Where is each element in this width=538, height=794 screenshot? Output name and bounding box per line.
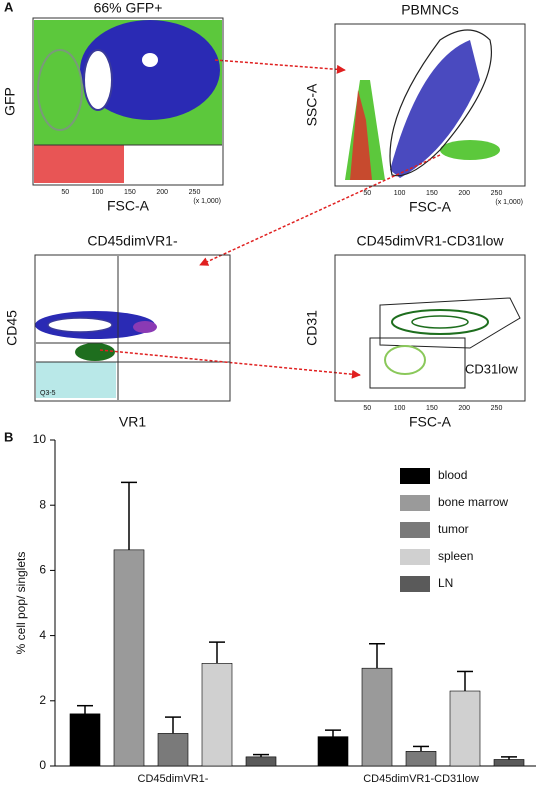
- panel-label: A: [4, 0, 14, 14]
- flow-plot-frame: [334, 254, 526, 402]
- flow-plot-2-cells: [345, 29, 500, 180]
- x-tick-label: 200: [458, 190, 470, 197]
- flow-plot-4-cells: [369, 297, 521, 389]
- y-tick-label: 6: [39, 563, 46, 577]
- legend-swatch: [400, 522, 430, 538]
- x-tick-label: 200: [156, 189, 168, 196]
- y-axis-label: CD45: [4, 310, 20, 346]
- x-unit-label: (x 1,000): [193, 198, 221, 205]
- x-tick-label: 100: [394, 190, 406, 197]
- x-axis-label: FSC-A: [107, 198, 150, 214]
- x-tick-label: 100: [394, 405, 406, 412]
- y-tick-label: 4: [39, 628, 46, 642]
- flow-plot-frame: [334, 23, 526, 187]
- x-tick-label: 150: [426, 405, 438, 412]
- bar: [493, 759, 525, 767]
- flow-plot-frame: [32, 17, 224, 186]
- legend-label: LN: [438, 576, 453, 590]
- legend-swatch: [400, 468, 430, 484]
- x-tick-label: 250: [189, 189, 201, 196]
- bar: [157, 733, 189, 767]
- x-tick-label: 150: [124, 189, 136, 196]
- legend-label: spleen: [438, 549, 473, 563]
- gate-label: Q3-5: [40, 390, 56, 397]
- x-tick-label: 100: [92, 189, 104, 196]
- plot-title: CD45dimVR1-: [87, 233, 178, 249]
- legend-label: bone marrow: [438, 495, 508, 509]
- flow-plot-1-cells: [34, 20, 222, 183]
- x-tick-label: CD45dimVR1-CD31low: [363, 773, 479, 785]
- gate-label: CD31low: [465, 361, 518, 376]
- x-axis-label: VR1: [119, 414, 146, 430]
- y-axis-label: CD31: [304, 310, 320, 346]
- x-tick-label: 200: [458, 405, 470, 412]
- plot-title: PBMNCs: [401, 2, 459, 18]
- flow-plot-3-cells: [35, 256, 230, 400]
- x-tick-label: 50: [61, 189, 69, 196]
- bar: [317, 736, 349, 767]
- bar: [449, 690, 481, 767]
- y-tick-label: 0: [39, 758, 46, 772]
- x-tick-label: 250: [491, 190, 503, 197]
- bar: [245, 756, 277, 767]
- bar: [405, 751, 437, 767]
- y-tick-label: 2: [39, 693, 46, 707]
- panel-label: B: [4, 429, 13, 444]
- legend-swatch: [400, 549, 430, 565]
- x-tick-label: 150: [426, 190, 438, 197]
- legend-swatch: [400, 576, 430, 592]
- y-tick-label: 8: [39, 497, 46, 511]
- y-axis-label: % cell pop/ singlets: [14, 552, 28, 655]
- legend-swatch: [400, 495, 430, 511]
- x-tick-label: 50: [363, 190, 371, 197]
- bar: [201, 663, 233, 767]
- x-unit-label: (x 1,000): [495, 199, 523, 206]
- bar: [69, 713, 101, 767]
- plot-title: 66% GFP+: [94, 0, 163, 16]
- x-axis-label: FSC-A: [409, 414, 452, 430]
- plot-title: CD45dimVR1-CD31low: [356, 233, 504, 249]
- y-axis-label: GFP: [2, 87, 18, 116]
- x-tick-label: CD45dimVR1-: [138, 773, 209, 785]
- bar: [113, 549, 145, 767]
- x-axis-label: FSC-A: [409, 199, 452, 215]
- x-tick-label: 250: [491, 405, 503, 412]
- flow-plot-frame: [34, 254, 231, 402]
- legend-label: blood: [438, 468, 467, 482]
- bar: [361, 667, 393, 767]
- y-tick-label: 10: [33, 432, 47, 446]
- legend-label: tumor: [438, 522, 469, 536]
- x-tick-label: 50: [363, 405, 371, 412]
- y-axis-label: SSC-A: [304, 83, 320, 126]
